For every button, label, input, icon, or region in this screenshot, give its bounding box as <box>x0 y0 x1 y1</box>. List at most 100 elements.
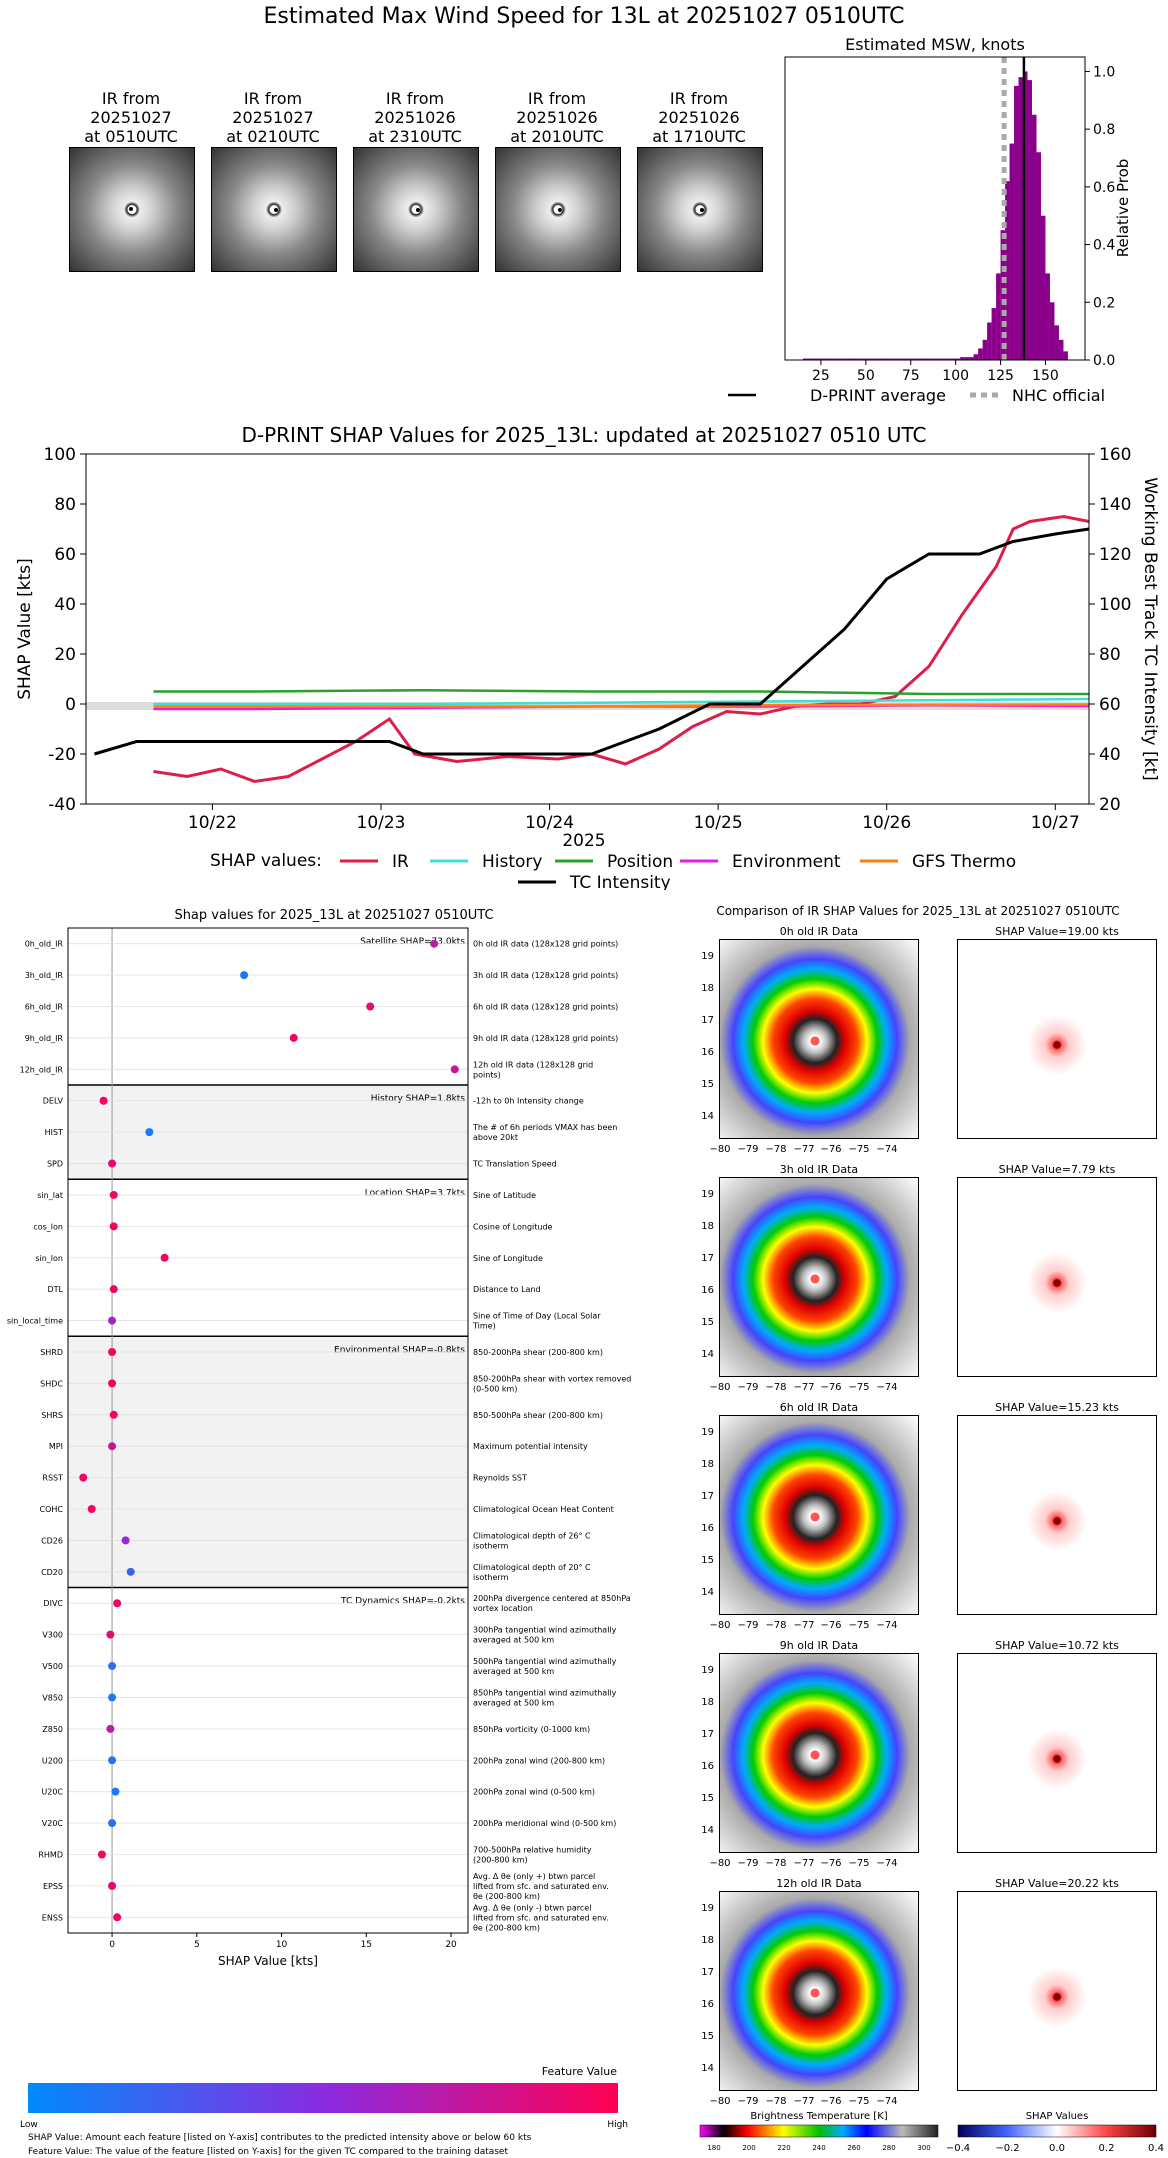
feature-shap-dot <box>160 1253 169 1262</box>
lat-tick-label: 14 <box>701 2063 714 2074</box>
sv-colorbar-ticks: −0.4 −0.2 0.0 0.2 0.4 <box>946 2143 1164 2154</box>
lon-tick-label: −74 <box>876 1620 897 1631</box>
msw-bar <box>1058 339 1064 360</box>
feature-description: 850-200hPa shear (200-800 km) <box>473 1348 603 1357</box>
lon-tick-label: −74 <box>876 1144 897 1155</box>
shap-ts-xlabel: 2025 <box>562 831 605 851</box>
feature-name: SPD <box>47 1160 63 1169</box>
feature-name: sin_lat <box>37 1191 63 1200</box>
legend-label: TC Intensity <box>569 873 671 890</box>
feature-shap-dot <box>430 939 439 948</box>
msw-bar <box>987 322 992 360</box>
shap-map <box>957 1415 1157 1615</box>
feature-name: V300 <box>42 1631 63 1640</box>
msw-bar <box>969 357 974 360</box>
feature-description: Climatological depth of 20° C <box>473 1563 591 1572</box>
group-label: Location SHAP=3.7kts <box>365 1188 466 1198</box>
ir-row-title: 3h old IR Data <box>780 1163 858 1176</box>
feature-description: vortex location <box>473 1604 533 1613</box>
satellite-ir-image <box>211 147 337 272</box>
feature-description: 12h old IR data (128x128 grid <box>473 1060 593 1069</box>
feature-description: TC Translation Speed <box>472 1160 557 1169</box>
feature-description: above 20kt <box>473 1133 518 1142</box>
msw-histogram: Estimated MSW, knots 25 50 75 100 125 150 0.0… <box>728 35 1132 405</box>
ir-map <box>719 1177 919 1377</box>
ir-map-frame <box>719 1177 919 1377</box>
feature-name: 3h_old_IR <box>25 971 64 980</box>
feature-description: 6h old IR data (128x128 grid points) <box>473 1003 618 1012</box>
group-label: Environmental SHAP=-0.8kts <box>334 1345 465 1355</box>
bt-tick-label: 300 <box>917 2144 930 2152</box>
ytick-label: 100 <box>44 445 76 465</box>
feature-xtick-label: 20 <box>445 1940 457 1950</box>
bt-colorbar-ticks: 180 200 220 240 260 280 300 <box>707 2144 930 2152</box>
lat-tick-label: 19 <box>701 1189 714 1200</box>
ir-map-frame <box>719 1415 919 1615</box>
msw-xtick-label: 100 <box>942 368 969 384</box>
ir-row-title: 0h old IR Data <box>780 925 858 938</box>
feature-name: ENSS <box>42 1913 63 1922</box>
lon-tick-label: −80 <box>709 1620 730 1631</box>
feature-shap-dot <box>289 1033 298 1042</box>
satellite-label: IR from 20251027 at 0510UTC <box>84 89 178 146</box>
shap-row-title: SHAP Value=15.23 kts <box>995 1401 1119 1414</box>
feature-shap-dot <box>87 1505 96 1514</box>
msw-ytick-label: 0.4 <box>1093 238 1115 254</box>
feature-name: RHMD <box>38 1850 63 1859</box>
group-label: History SHAP=1.8kts <box>371 1094 466 1104</box>
feature-shap-dot <box>108 1316 117 1325</box>
msw-bar <box>946 358 952 360</box>
shap-map-frame <box>957 1177 1157 1377</box>
msw-xtick-label: 25 <box>812 368 830 384</box>
satellite-label: IR from 20251026 at 1710UTC <box>652 89 746 146</box>
feature-name: DELV <box>43 1097 64 1106</box>
lon-tick-label: −78 <box>765 1144 786 1155</box>
msw-bar <box>1049 302 1055 360</box>
msw-bar <box>820 358 826 360</box>
msw-bar <box>1054 325 1059 360</box>
feature-name: CD20 <box>41 1568 63 1577</box>
msw-bar <box>825 358 830 360</box>
shap-map-frame <box>957 1415 1157 1615</box>
feature-description: (0-500 km) <box>473 1384 517 1393</box>
ir-map-frame <box>719 939 919 1139</box>
msw-bar <box>1027 80 1033 360</box>
msw-bar <box>897 358 902 360</box>
lat-tick-label: 15 <box>701 2031 714 2042</box>
feature-description: averaged at 500 km <box>473 1636 554 1645</box>
feature-shap-dot <box>126 1567 135 1576</box>
feature-description: 500hPa tangential wind azimuthally <box>473 1657 617 1666</box>
bt-tick-label: 240 <box>812 2144 825 2152</box>
msw-bar <box>1023 71 1028 360</box>
feature-shap-dot <box>121 1536 130 1545</box>
feature-xtick-label: 5 <box>194 1940 200 1950</box>
legend-label: Environment <box>732 852 841 872</box>
feature-name: 12h_old_IR <box>20 1065 64 1074</box>
lon-tick-label: −79 <box>737 1858 758 1869</box>
ytick-right-label: 80 <box>1099 645 1121 665</box>
feature-name: COHC <box>40 1505 64 1514</box>
feature-shap-dot <box>450 1065 459 1074</box>
lon-tick-label: −79 <box>737 1382 758 1393</box>
msw-bar <box>1063 351 1068 360</box>
msw-xticks: 25 50 75 100 125 150 <box>812 360 1059 384</box>
lon-tick-label: −78 <box>765 2096 786 2107</box>
msw-ylabel: Relative Prob <box>1114 159 1132 258</box>
legend-label: History <box>482 852 542 872</box>
main-title: Estimated Max Wind Speed for 13L at 2025… <box>263 4 905 29</box>
msw-ytick-label: 1.0 <box>1093 64 1115 80</box>
feature-name: cos_lon <box>33 1222 63 1231</box>
colorbar-low-label: Low <box>20 2120 38 2130</box>
feature-description: 850hPa vorticity (0-1000 km) <box>473 1725 590 1734</box>
bt-tick-label: 180 <box>707 2144 720 2152</box>
msw-bar <box>892 358 898 360</box>
xtick-label: 10/22 <box>188 813 237 833</box>
msw-bar <box>973 354 979 360</box>
shap-map <box>957 1177 1157 1377</box>
lon-tick-label: −78 <box>765 1620 786 1631</box>
shap-series <box>94 514 1090 784</box>
feature-shap-dot <box>108 1159 117 1168</box>
lat-tick-label: 19 <box>701 1427 714 1438</box>
feature-shap-dot <box>145 1128 154 1137</box>
feature-shap-dot <box>111 1787 120 1796</box>
